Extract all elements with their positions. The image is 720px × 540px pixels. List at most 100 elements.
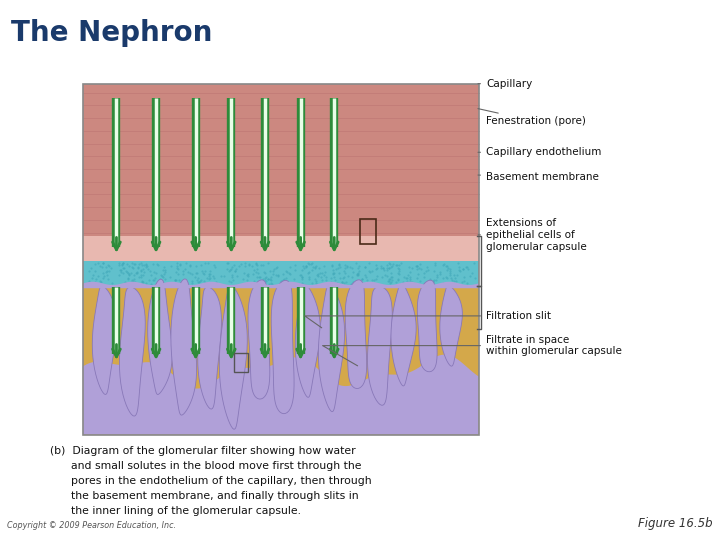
Point xyxy=(400,274,412,282)
Point xyxy=(243,260,255,268)
Point xyxy=(287,280,299,288)
Point xyxy=(342,272,354,281)
Point xyxy=(366,267,378,275)
Point xyxy=(418,273,429,281)
Point xyxy=(154,275,166,284)
Point xyxy=(86,264,97,272)
Point xyxy=(387,260,398,268)
Point xyxy=(312,272,324,280)
Point xyxy=(297,278,308,287)
Point xyxy=(385,263,397,272)
Point xyxy=(440,279,451,287)
Point xyxy=(271,262,283,271)
Point xyxy=(231,271,243,280)
Text: Copyright © 2009 Pearson Education, Inc.: Copyright © 2009 Pearson Education, Inc. xyxy=(7,521,176,530)
Point xyxy=(150,268,162,277)
Point xyxy=(435,268,446,276)
Point xyxy=(328,266,339,274)
Point xyxy=(122,260,133,268)
Point xyxy=(377,264,389,272)
Point xyxy=(225,264,236,273)
Point xyxy=(300,261,312,270)
Polygon shape xyxy=(171,279,197,415)
Point xyxy=(95,278,107,286)
Point xyxy=(387,276,398,285)
Point xyxy=(303,268,315,277)
Point xyxy=(100,262,112,271)
Point xyxy=(122,274,133,283)
Text: Basement membrane: Basement membrane xyxy=(478,172,599,182)
Point xyxy=(460,262,472,271)
Point xyxy=(352,271,364,280)
Point xyxy=(230,267,241,275)
Point xyxy=(228,261,240,269)
Point xyxy=(225,266,236,274)
Point xyxy=(192,278,204,286)
Point xyxy=(240,275,252,284)
Point xyxy=(196,266,207,275)
Point xyxy=(204,275,215,284)
Point xyxy=(126,263,138,272)
Point xyxy=(418,269,430,278)
Point xyxy=(152,261,163,269)
Point xyxy=(89,260,101,269)
Bar xyxy=(360,219,376,244)
Point xyxy=(428,275,439,284)
Point xyxy=(254,273,266,282)
Point xyxy=(276,277,288,286)
Point xyxy=(149,273,161,282)
Point xyxy=(347,268,359,277)
Point xyxy=(101,268,112,276)
Point xyxy=(84,276,95,285)
Point xyxy=(346,264,358,272)
Point xyxy=(177,269,189,278)
Point xyxy=(223,267,235,276)
Point xyxy=(190,261,202,270)
Point xyxy=(202,259,214,267)
Point xyxy=(89,266,100,275)
Point xyxy=(218,272,230,280)
Point xyxy=(333,261,345,269)
Point xyxy=(96,259,108,267)
Point xyxy=(251,273,262,281)
Point xyxy=(137,278,148,286)
Point xyxy=(398,273,410,281)
Point xyxy=(386,273,397,282)
Point xyxy=(318,271,330,280)
Point xyxy=(325,278,337,286)
Point xyxy=(271,271,282,279)
Point xyxy=(356,274,368,283)
Point xyxy=(309,262,320,271)
Point xyxy=(415,265,427,274)
Point xyxy=(462,263,473,272)
Point xyxy=(297,272,308,281)
Point xyxy=(86,274,98,282)
Point xyxy=(284,269,295,278)
Point xyxy=(257,274,269,283)
Point xyxy=(296,274,307,283)
Point xyxy=(397,278,409,286)
Point xyxy=(179,265,191,274)
Point xyxy=(204,269,215,278)
Point xyxy=(128,259,140,268)
Point xyxy=(195,275,207,284)
Point xyxy=(351,258,362,267)
Point xyxy=(449,271,460,280)
Point xyxy=(284,262,296,271)
Point xyxy=(338,272,349,281)
Point xyxy=(133,273,145,281)
Text: the basement membrane, and finally through slits in: the basement membrane, and finally throu… xyxy=(50,491,359,501)
Point xyxy=(413,269,424,278)
Polygon shape xyxy=(271,280,294,414)
Point xyxy=(384,264,395,273)
Point xyxy=(441,266,453,274)
Point xyxy=(330,265,342,273)
Point xyxy=(103,261,114,270)
Point xyxy=(307,265,318,274)
Point xyxy=(141,261,153,270)
Point xyxy=(275,276,287,285)
Point xyxy=(208,273,220,282)
Point xyxy=(92,259,104,267)
Point xyxy=(121,268,132,276)
Point xyxy=(434,269,446,278)
